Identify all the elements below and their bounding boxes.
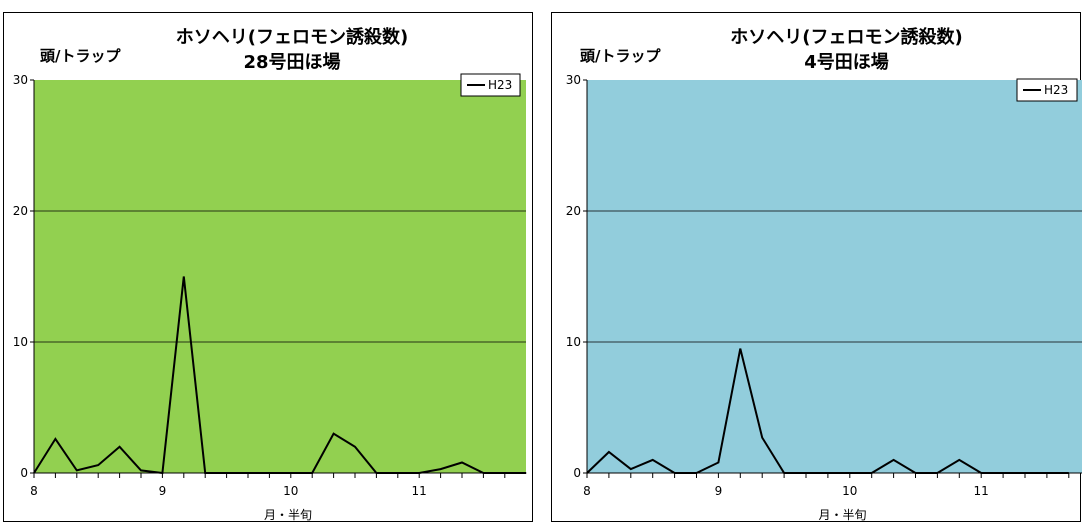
x-axis-label: 月・半旬	[818, 508, 866, 522]
y-tick-label: 30	[13, 73, 28, 87]
y-tick-label: 30	[566, 73, 581, 87]
y-axis-label: 頭/トラップ	[580, 47, 661, 65]
x-tick-label: 9	[715, 484, 723, 498]
x-axis-label: 月・半旬	[264, 508, 312, 522]
y-tick-label: 20	[13, 204, 28, 218]
y-tick-label: 0	[20, 466, 28, 480]
chart-subtitle: 28号田ほ場	[243, 52, 340, 73]
x-tick-label: 9	[159, 484, 167, 498]
series-line	[586, 348, 1069, 474]
y-tick-label: 10	[13, 335, 28, 349]
chart-svg-right: 0 10 20 30 8 9 10 11 ホソヘリ(フェロモン誘殺数) 4号田ほ場 頭/トラップ月・…	[566, 26, 1082, 522]
x-tick-label: 11	[974, 484, 989, 498]
plot-area	[587, 80, 1082, 473]
chart-panel-right: 0 10 20 30 8 9 10 11 ホソヘリ(フェロモン誘殺数) 4号田ほ場 頭/トラップ月・…	[551, 12, 1082, 522]
legend-label: H23	[1044, 83, 1068, 97]
y-axis-label: 頭/トラップ	[40, 47, 121, 65]
x-tick-label: 8	[583, 484, 591, 498]
x-tick-label: 8	[30, 484, 38, 498]
legend-box	[460, 73, 521, 97]
chart-subtitle: 4号田ほ場	[804, 52, 889, 73]
y-tick-label: 0	[573, 466, 581, 480]
legend-box	[1016, 78, 1078, 102]
chart-svg-left: 0 10 20 30 8 9 10 11 ホソヘリ(フェロモン誘殺数) 28号田ほ場 頭/トラップ月…	[13, 26, 527, 522]
x-tick-label: 10	[283, 484, 298, 498]
chart-title: ホソヘリ(フェロモン誘殺数)	[176, 26, 408, 48]
y-tick-label: 20	[566, 204, 581, 218]
legend-label: H23	[488, 78, 512, 92]
chart-panel-left: 0 10 20 30 8 9 10 11 ホソヘリ(フェロモン誘殺数) 28号田ほ場 頭/トラップ月…	[3, 12, 533, 522]
chart-title: ホソヘリ(フェロモン誘殺数)	[730, 26, 962, 48]
series-line	[33, 276, 527, 475]
x-tick-label: 11	[412, 484, 427, 498]
x-tick-label: 10	[842, 484, 857, 498]
y-tick-label: 10	[566, 335, 581, 349]
plot-area	[34, 80, 526, 473]
